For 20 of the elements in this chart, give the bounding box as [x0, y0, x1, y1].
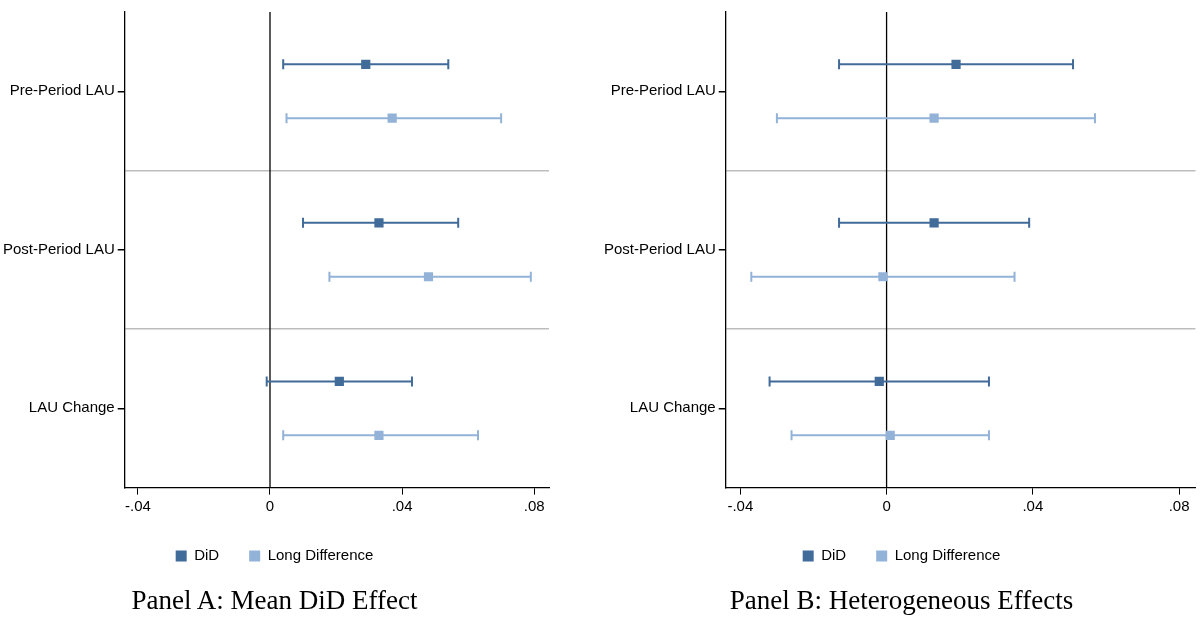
legend-label: DiD [821, 546, 847, 564]
y-tick-label: Pre-Period LAU [9, 81, 115, 99]
y-tick-label: LAU Change [28, 398, 115, 416]
y-tick-label: Post-Period LAU [604, 239, 716, 257]
y-tick-label: Post-Period LAU [3, 239, 115, 257]
legend-label: Long Difference [267, 546, 374, 564]
x-tick-label: .08 [1168, 496, 1190, 514]
legend-label: Long Difference [894, 546, 1001, 564]
text: Panel A: Mean DiD Effect [131, 584, 418, 615]
y-tick-label: LAU Change [629, 398, 716, 416]
x-tick-label: -.04 [124, 496, 151, 514]
x-tick-label: .08 [523, 496, 545, 514]
text: Panel B: Heterogeneous Effects [729, 584, 1074, 615]
y-tick-label: Pre-Period LAU [610, 81, 716, 99]
x-tick-label: .04 [1022, 496, 1044, 514]
x-tick-label: -.04 [727, 496, 754, 514]
x-tick-label: .04 [391, 496, 413, 514]
x-tick-label: 0 [882, 496, 891, 514]
x-tick-label: 0 [265, 496, 275, 514]
legend-label: DiD [194, 546, 220, 564]
